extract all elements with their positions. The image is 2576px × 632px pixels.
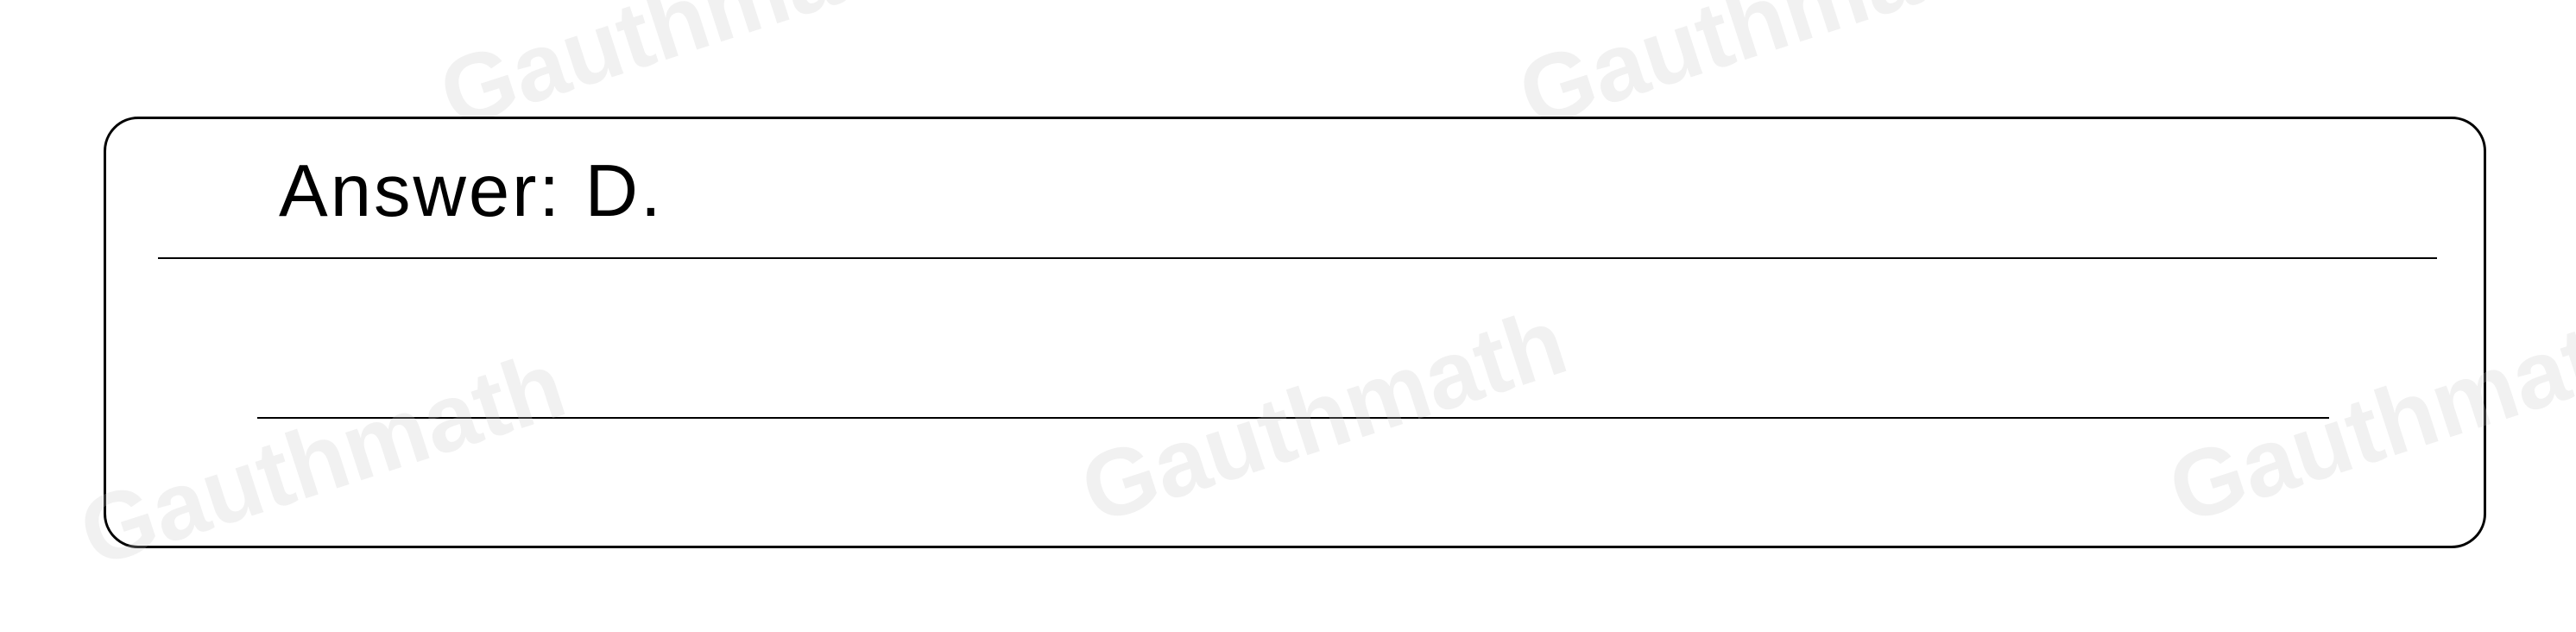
- answer-box: Answer: D. Gauthmath Gauthmath Gauthmath: [104, 117, 2486, 548]
- watermark-text: Gauthmath: [1069, 286, 1579, 545]
- watermark-text: Gauthmath: [2156, 286, 2576, 545]
- watermark-text: Gauthmath: [67, 329, 578, 588]
- ruled-line: [158, 257, 2437, 259]
- ruled-line: [257, 417, 2329, 419]
- answer-label: Answer:: [279, 150, 562, 232]
- answer-line: Answer: D.: [279, 149, 664, 234]
- answer-value: D.: [585, 150, 664, 232]
